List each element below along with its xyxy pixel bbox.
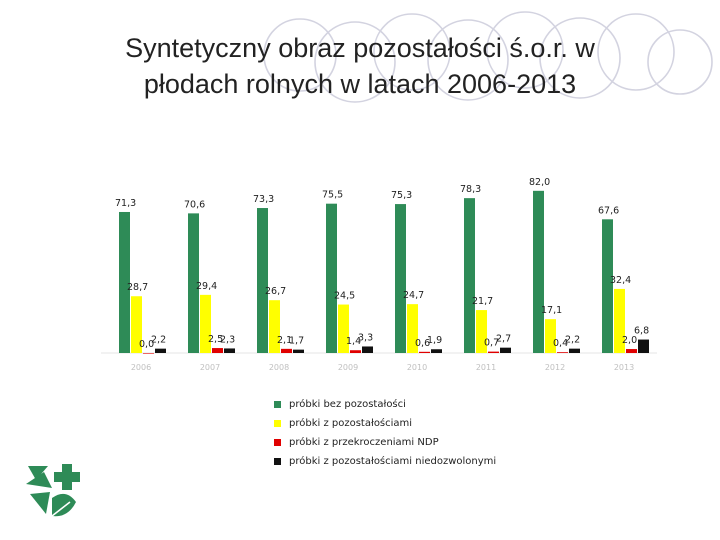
data-label-2011-series-3: 0,7: [484, 338, 499, 349]
bar-2006-series-4: [155, 348, 166, 353]
bar-2008-series-2: [269, 300, 280, 353]
bar-2011-series-3: [488, 351, 499, 353]
bar-2013-series-3: [626, 349, 637, 353]
legend-label-4: próbki z pozostałościami niedozwolonymi: [289, 456, 497, 467]
x-tick-label-2008: 2008: [269, 363, 289, 372]
data-label-2006-series-3: 0,0: [139, 339, 154, 350]
bar-2007-series-2: [200, 294, 211, 353]
data-label-2013-series-4: 6,8: [634, 326, 649, 337]
bar-2009-series-3: [350, 350, 361, 353]
bar-2011-series-1: [464, 198, 475, 353]
data-label-2012-series-3: 0,4: [553, 338, 568, 349]
title-line-2: płodach rolnych w latach 2006-2013: [143, 69, 577, 99]
chart-legend: próbki bez pozostałości próbki z pozostał…: [274, 395, 496, 471]
data-label-2013-series-3: 2,0: [622, 335, 637, 346]
bar-2006-series-3: [143, 353, 154, 354]
data-label-2009-series-3: 1,4: [346, 336, 361, 347]
data-label-2010-series-2: 24,7: [403, 290, 424, 301]
x-tick-label-2010: 2010: [407, 363, 427, 372]
bar-2010-series-3: [419, 351, 430, 353]
bar-2012-series-2: [545, 319, 556, 353]
data-label-2007-series-4: 2,3: [220, 334, 235, 345]
data-label-2009-series-4: 3,3: [358, 332, 373, 343]
x-tick-label-2011: 2011: [476, 363, 496, 372]
bar-chart: 71,328,70,02,2200670,629,42,52,3200773,3…: [101, 177, 657, 372]
bar-2010-series-1: [395, 204, 406, 353]
bar-2006-series-1: [119, 211, 130, 353]
legend-item-4: próbki z pozostałościami niedozwolonymi: [274, 452, 496, 471]
bar-2008-series-4: [293, 349, 304, 353]
x-tick-label-2006: 2006: [131, 363, 151, 372]
bar-2009-series-4: [362, 346, 373, 353]
data-label-2012-series-1: 82,0: [529, 177, 550, 188]
data-label-2013-series-1: 67,6: [598, 205, 619, 216]
data-label-2009-series-1: 75,5: [322, 190, 343, 201]
data-label-2007-series-2: 29,4: [196, 281, 217, 292]
bar-2009-series-1: [326, 203, 337, 353]
data-label-2006-series-4: 2,2: [151, 335, 166, 346]
data-label-2006-series-1: 71,3: [115, 198, 136, 209]
legend-item-2: próbki z pozostałościami: [274, 414, 496, 433]
data-label-2010-series-3: 0,6: [415, 338, 430, 349]
legend-swatch-2: [274, 420, 281, 427]
bar-2009-series-2: [338, 304, 349, 353]
cross-icon: [54, 464, 80, 490]
data-label-2007-series-1: 70,6: [184, 199, 205, 210]
bar-2011-series-2: [476, 310, 487, 353]
bar-2012-series-1: [533, 190, 544, 353]
decorative-rings: [263, 11, 713, 103]
data-label-2010-series-1: 75,3: [391, 190, 412, 201]
legend-label-1: próbki bez pozostałości: [289, 399, 406, 410]
data-label-2012-series-4: 2,2: [565, 335, 580, 346]
legend-label-3: próbki z przekroczeniami NDP: [289, 437, 439, 448]
legend-item-3: próbki z przekroczeniami NDP: [274, 433, 496, 452]
leaf-emblem-icon: [26, 466, 76, 517]
x-tick-label-2013: 2013: [614, 363, 634, 372]
bar-2012-series-4: [569, 348, 580, 353]
legend-label-2: próbki z pozostałościami: [289, 418, 413, 429]
x-tick-label-2009: 2009: [338, 363, 358, 372]
data-label-2011-series-4: 2,7: [496, 334, 511, 345]
bar-2006-series-2: [131, 296, 142, 353]
data-label-2012-series-2: 17,1: [541, 305, 562, 316]
data-label-2013-series-2: 32,4: [610, 275, 631, 286]
x-tick-label-2007: 2007: [200, 363, 220, 372]
bar-2012-series-3: [557, 352, 568, 353]
data-label-2010-series-4: 1,9: [427, 335, 442, 346]
data-label-2006-series-2: 28,7: [127, 282, 148, 293]
bar-2010-series-4: [431, 349, 442, 353]
legend-swatch-3: [274, 439, 281, 446]
bar-2011-series-4: [500, 347, 511, 353]
data-label-2008-series-2: 26,7: [265, 286, 286, 297]
legend-item-1: próbki bez pozostałości: [274, 395, 496, 414]
organization-logo: [26, 464, 80, 517]
bar-2007-series-3: [212, 348, 223, 353]
slide-title: Syntetyczny obraz pozostałości ś.o.r. w …: [40, 30, 680, 102]
title-line-1: Syntetyczny obraz pozostałości ś.o.r. w: [125, 33, 595, 63]
data-label-2007-series-3: 2,5: [208, 334, 223, 345]
bar-2010-series-2: [407, 304, 418, 353]
bar-2013-series-4: [638, 339, 649, 353]
legend-swatch-4: [274, 458, 281, 465]
data-label-2011-series-1: 78,3: [460, 184, 481, 195]
data-label-2008-series-3: 2,1: [277, 335, 292, 346]
legend-swatch-1: [274, 401, 281, 408]
data-label-2009-series-2: 24,5: [334, 291, 355, 302]
data-label-2011-series-2: 21,7: [472, 296, 493, 307]
bar-2013-series-2: [614, 288, 625, 353]
bar-2007-series-4: [224, 348, 235, 353]
bar-2008-series-1: [257, 208, 268, 353]
x-tick-label-2012: 2012: [545, 363, 565, 372]
data-label-2008-series-4: 1,7: [289, 336, 304, 347]
bar-2013-series-1: [602, 219, 613, 353]
bar-2007-series-1: [188, 213, 199, 353]
bar-2008-series-3: [281, 348, 292, 353]
data-label-2008-series-1: 73,3: [253, 194, 274, 205]
